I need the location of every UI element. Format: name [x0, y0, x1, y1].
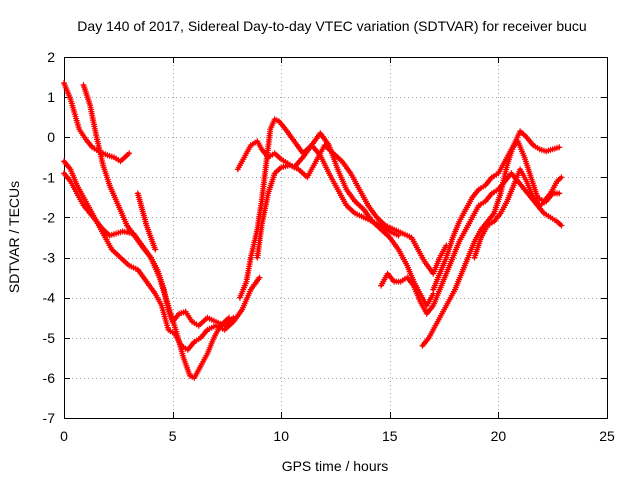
series-track-4 [61, 170, 233, 381]
x-axis-label: GPS time / hours [282, 458, 389, 474]
y-axis-label: SDTVAR / TECUs [6, 181, 22, 293]
y-tick-label: -6 [43, 370, 56, 386]
y-tick-label: -3 [43, 250, 56, 266]
series-track-7 [254, 142, 450, 277]
plot-frame [64, 57, 608, 419]
series-track-6 [236, 116, 437, 309]
data-point-marker [556, 144, 563, 151]
data-point-marker [558, 222, 565, 229]
data-series [61, 80, 565, 381]
x-tick-label: 0 [60, 428, 68, 444]
series-track-12 [471, 166, 563, 261]
y-tick-label: 2 [47, 49, 55, 65]
data-point-marker [395, 232, 402, 239]
x-tick-label: 20 [491, 428, 507, 444]
y-tick-label: 0 [47, 129, 55, 145]
y-tick-label: -4 [43, 290, 56, 306]
data-point-marker [226, 314, 233, 321]
x-tick-label: 10 [273, 428, 289, 444]
chart-title: Day 140 of 2017, Sidereal Day-to-day VTE… [77, 18, 586, 34]
data-point-marker [126, 150, 133, 157]
data-point-marker [256, 274, 263, 281]
y-tick-label: -7 [43, 410, 56, 426]
x-tick-label: 5 [169, 428, 177, 444]
y-tick-label: -2 [43, 209, 56, 225]
data-point-marker [558, 174, 565, 181]
y-tick-label: 1 [47, 89, 55, 105]
x-tick-label: 25 [599, 428, 615, 444]
series-track-5 [134, 190, 159, 253]
data-point-marker [152, 246, 159, 253]
series-track-1 [61, 80, 133, 165]
y-tick-label: -1 [43, 169, 56, 185]
data-point-marker [556, 190, 563, 197]
x-tick-label: 15 [382, 428, 398, 444]
series-track-8 [234, 138, 402, 239]
y-tick-label: -5 [43, 330, 56, 346]
